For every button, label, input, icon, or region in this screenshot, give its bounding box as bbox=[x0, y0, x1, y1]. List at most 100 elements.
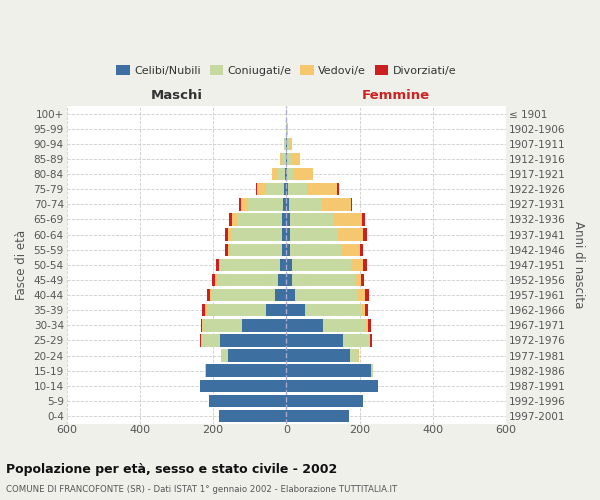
Bar bbox=[232, 228, 282, 241]
Bar bbox=[282, 244, 286, 256]
Bar bbox=[290, 228, 338, 241]
Bar bbox=[284, 138, 286, 150]
Bar bbox=[209, 394, 286, 407]
Bar bbox=[286, 228, 290, 241]
Bar bbox=[277, 168, 285, 180]
Bar bbox=[220, 334, 286, 346]
Bar bbox=[286, 394, 363, 407]
Bar bbox=[216, 258, 219, 271]
Bar bbox=[266, 304, 286, 316]
Bar bbox=[337, 183, 338, 196]
Bar bbox=[323, 319, 366, 332]
Y-axis label: Anni di nascita: Anni di nascita bbox=[572, 221, 585, 308]
Bar bbox=[366, 319, 368, 332]
Text: Maschi: Maschi bbox=[151, 88, 202, 102]
Bar bbox=[232, 214, 237, 226]
Bar bbox=[239, 198, 241, 210]
Bar bbox=[257, 183, 265, 196]
Y-axis label: Fasce di età: Fasce di età bbox=[15, 230, 28, 300]
Bar bbox=[282, 214, 286, 226]
Bar bbox=[286, 364, 371, 377]
Bar bbox=[219, 258, 220, 271]
Bar bbox=[207, 304, 266, 316]
Bar bbox=[230, 244, 282, 256]
Bar bbox=[351, 198, 352, 210]
Bar bbox=[278, 274, 286, 286]
Bar bbox=[280, 258, 286, 271]
Bar bbox=[242, 319, 286, 332]
Bar bbox=[212, 274, 215, 286]
Bar bbox=[205, 304, 207, 316]
Bar bbox=[286, 258, 292, 271]
Bar bbox=[228, 228, 232, 241]
Bar bbox=[322, 198, 351, 210]
Bar bbox=[286, 410, 349, 422]
Bar bbox=[287, 138, 289, 150]
Bar bbox=[307, 183, 337, 196]
Bar bbox=[355, 274, 361, 286]
Bar bbox=[292, 258, 351, 271]
Bar bbox=[286, 214, 290, 226]
Bar bbox=[265, 183, 284, 196]
Bar bbox=[365, 304, 368, 316]
Bar bbox=[290, 244, 342, 256]
Text: Femmine: Femmine bbox=[362, 88, 430, 102]
Bar bbox=[368, 319, 371, 332]
Bar bbox=[229, 350, 286, 362]
Bar bbox=[287, 122, 288, 135]
Bar bbox=[206, 364, 286, 377]
Bar bbox=[292, 274, 355, 286]
Bar bbox=[305, 304, 362, 316]
Bar bbox=[203, 319, 242, 332]
Bar bbox=[229, 214, 232, 226]
Bar bbox=[285, 168, 286, 180]
Bar bbox=[275, 289, 286, 302]
Bar bbox=[220, 258, 280, 271]
Bar bbox=[286, 244, 290, 256]
Bar bbox=[289, 138, 292, 150]
Text: COMUNE DI FRANCOFONTE (SR) - Dati ISTAT 1° gennaio 2002 - Elaborazione TUTTITALI: COMUNE DI FRANCOFONTE (SR) - Dati ISTAT … bbox=[6, 485, 397, 494]
Bar bbox=[237, 214, 282, 226]
Bar bbox=[286, 274, 292, 286]
Bar bbox=[218, 410, 286, 422]
Bar bbox=[338, 228, 363, 241]
Bar bbox=[286, 319, 323, 332]
Bar bbox=[286, 198, 289, 210]
Bar bbox=[333, 214, 362, 226]
Bar bbox=[363, 228, 367, 241]
Bar bbox=[359, 244, 363, 256]
Bar bbox=[200, 319, 202, 332]
Bar bbox=[286, 334, 343, 346]
Bar bbox=[286, 183, 288, 196]
Bar bbox=[283, 198, 286, 210]
Bar bbox=[222, 350, 229, 362]
Bar bbox=[241, 198, 248, 210]
Bar bbox=[272, 168, 277, 180]
Legend: Celibi/Nubili, Coniugati/e, Vedovi/e, Divorziati/e: Celibi/Nubili, Coniugati/e, Vedovi/e, Di… bbox=[112, 61, 461, 80]
Bar bbox=[294, 168, 313, 180]
Bar bbox=[256, 183, 257, 196]
Bar bbox=[361, 274, 364, 286]
Bar bbox=[362, 214, 365, 226]
Bar bbox=[286, 350, 350, 362]
Bar bbox=[351, 258, 363, 271]
Bar bbox=[286, 153, 287, 165]
Bar bbox=[217, 274, 278, 286]
Bar bbox=[248, 198, 283, 210]
Bar bbox=[358, 289, 365, 302]
Bar bbox=[284, 183, 286, 196]
Bar bbox=[342, 244, 359, 256]
Bar bbox=[286, 380, 378, 392]
Bar bbox=[365, 289, 370, 302]
Bar bbox=[228, 244, 230, 256]
Bar bbox=[280, 153, 282, 165]
Bar bbox=[212, 289, 275, 302]
Bar bbox=[289, 198, 322, 210]
Bar bbox=[343, 334, 370, 346]
Bar bbox=[202, 334, 220, 346]
Bar bbox=[286, 138, 287, 150]
Bar bbox=[286, 289, 295, 302]
Bar bbox=[200, 334, 202, 346]
Bar bbox=[295, 289, 358, 302]
Bar bbox=[286, 168, 287, 180]
